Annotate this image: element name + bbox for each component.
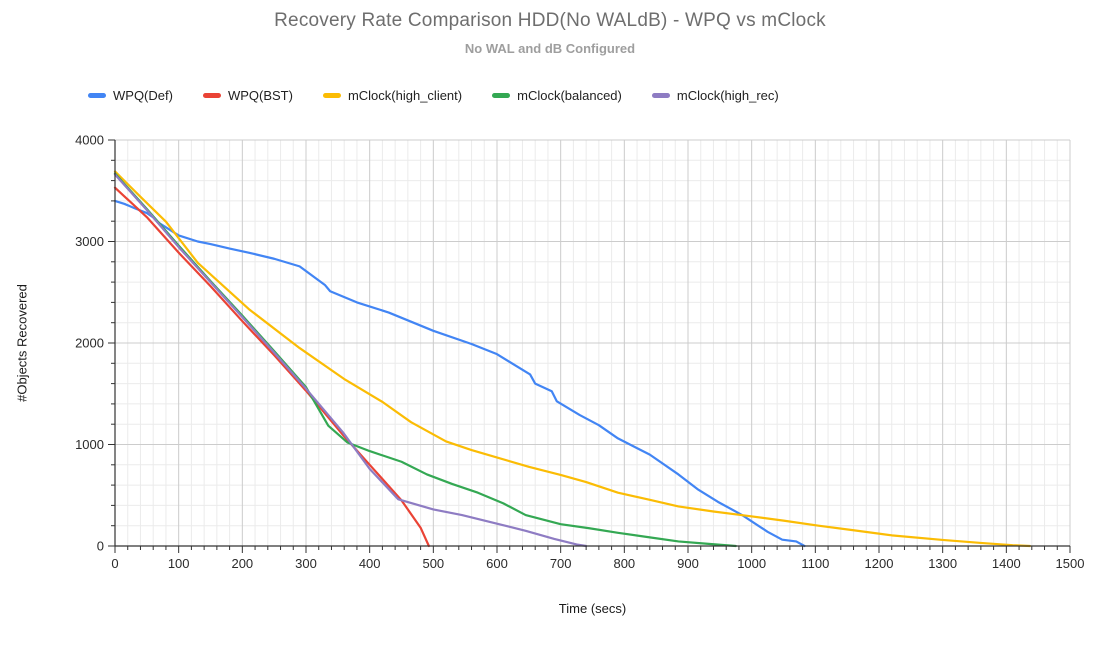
legend-swatch-mclock-high-rec-icon [651,93,670,98]
svg-text:1200: 1200 [865,556,894,571]
chart-title: Recovery Rate Comparison HDD(No WALdB) -… [274,10,826,31]
legend-label-mclock-balanced: mClock(balanced) [517,88,622,103]
legend-label-mclock-high-rec: mClock(high_rec) [676,88,779,103]
svg-text:700: 700 [550,556,572,571]
svg-text:600: 600 [486,556,508,571]
svg-text:0: 0 [97,539,104,554]
series-line-wpq-def- [113,199,806,548]
legend-item-mclock-high-rec: mClock(high_rec) [651,88,779,103]
legend-swatch-mclock-high-client-icon [322,93,341,98]
svg-text:1100: 1100 [801,556,829,571]
svg-text:4000: 4000 [75,133,104,148]
chart-subtitle: No WAL and dB Configured [464,41,636,56]
svg-text:300: 300 [295,556,317,571]
legend-label-mclock-high-client: mClock(high_client) [347,88,463,103]
svg-text:800: 800 [613,556,635,571]
svg-text:2000: 2000 [75,336,104,351]
svg-text:100: 100 [168,556,190,571]
legend-swatch-wpq-def-icon [88,93,106,98]
svg-text:1400: 1400 [992,556,1021,571]
series-line-mclock-high-rec- [113,173,588,548]
series-line-mclock-high-client- [113,170,1031,548]
svg-text:1500: 1500 [1056,556,1085,571]
legend-swatch-mclock-balanced-icon [492,93,511,98]
legend-item-wpq-def: WPQ(Def) [88,88,173,103]
legend-swatch-wpq-bst-icon [202,93,221,98]
legend-item-mclock-balanced: mClock(balanced) [492,88,622,103]
svg-text:0: 0 [111,556,118,571]
svg-text:3000: 3000 [75,234,104,249]
svg-text:1300: 1300 [928,556,957,571]
legend-item-wpq-bst: WPQ(BST) [202,88,293,103]
legend-label-wpq-def: WPQ(Def) [113,88,173,103]
svg-text:1000: 1000 [75,437,104,452]
legend-item-mclock-high-client: mClock(high_client) [322,88,463,103]
svg-text:200: 200 [231,556,253,571]
legend-label-wpq-bst: WPQ(BST) [227,88,293,103]
svg-text:400: 400 [359,556,381,571]
svg-text:1000: 1000 [737,556,766,571]
svg-text:900: 900 [677,556,699,571]
x-axis-title: Time (secs) [558,601,627,616]
svg-text:500: 500 [422,556,444,571]
legend: WPQ(Def) WPQ(BST) mClock(high_client) mC… [88,88,809,103]
series-line-wpq-bst- [113,186,430,548]
series-line-mclock-balanced- [113,172,737,548]
